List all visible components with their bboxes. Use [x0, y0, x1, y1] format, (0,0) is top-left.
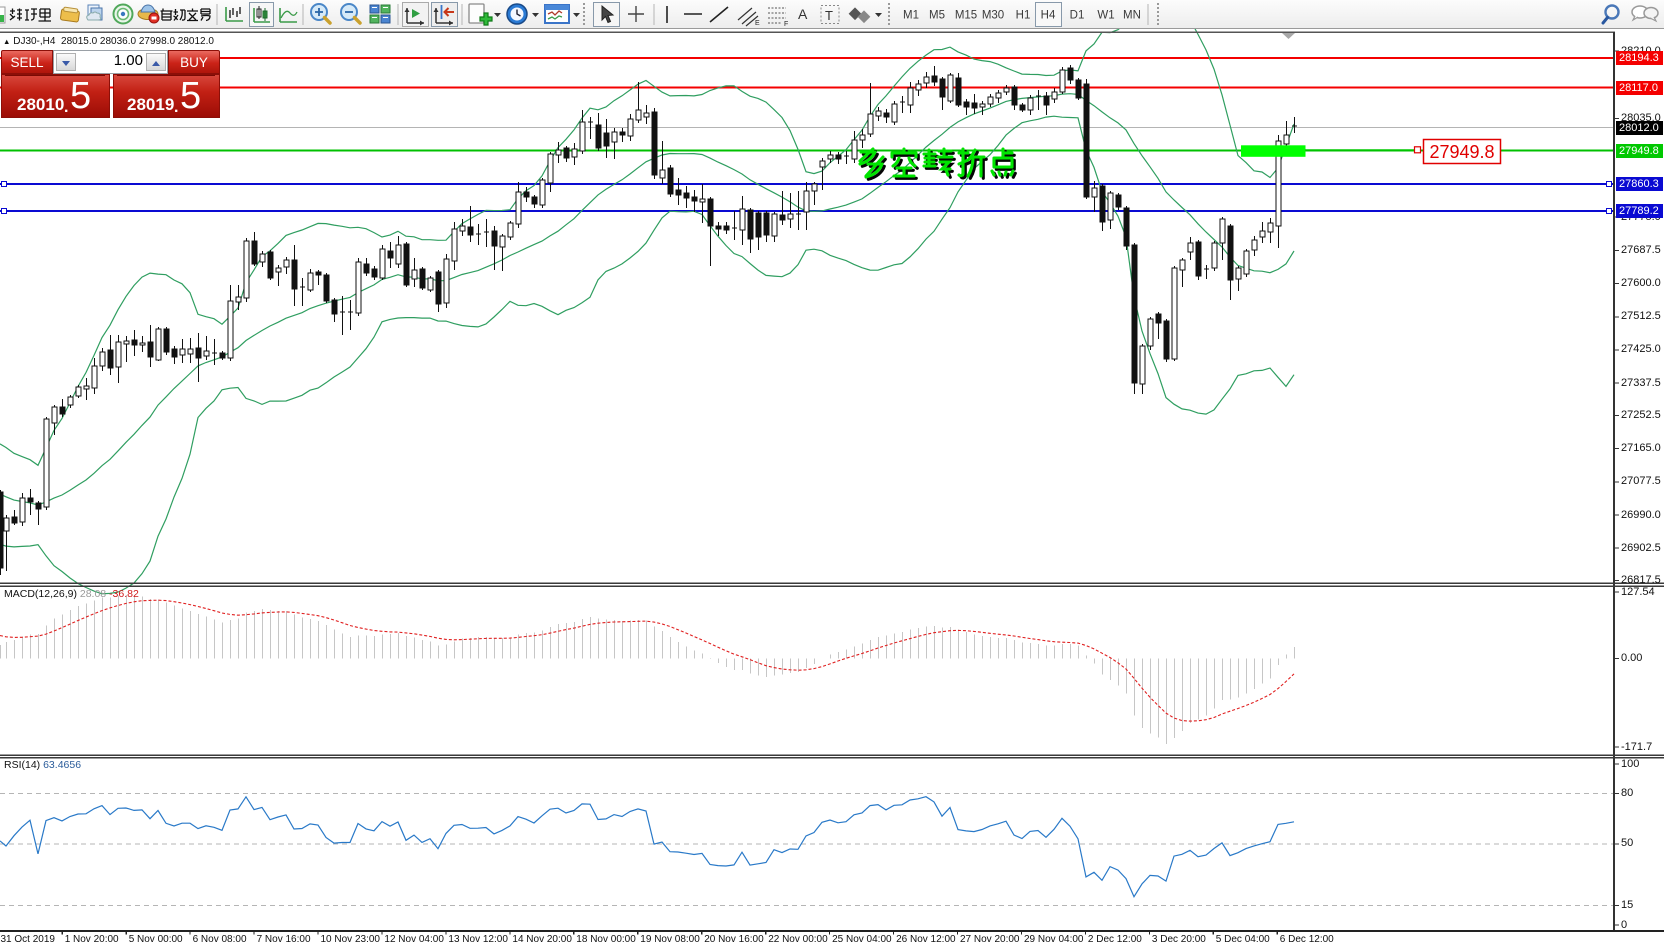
svg-text:H1: H1: [1016, 10, 1031, 22]
svg-text:W1: W1: [1097, 10, 1114, 22]
svg-text:E: E: [755, 20, 760, 27]
svg-text:T: T: [825, 8, 833, 23]
svg-text:M15: M15: [955, 10, 977, 22]
svg-text:MN: MN: [1123, 10, 1141, 22]
svg-text:A: A: [798, 6, 808, 22]
svg-text:M1: M1: [903, 10, 919, 22]
svg-text:F: F: [784, 21, 788, 28]
svg-text:D1: D1: [1070, 10, 1085, 22]
svg-text:H4: H4: [1041, 10, 1056, 22]
svg-text:M30: M30: [982, 10, 1004, 22]
svg-text:27949.8: 27949.8: [1429, 142, 1494, 162]
svg-text:M5: M5: [929, 10, 945, 22]
